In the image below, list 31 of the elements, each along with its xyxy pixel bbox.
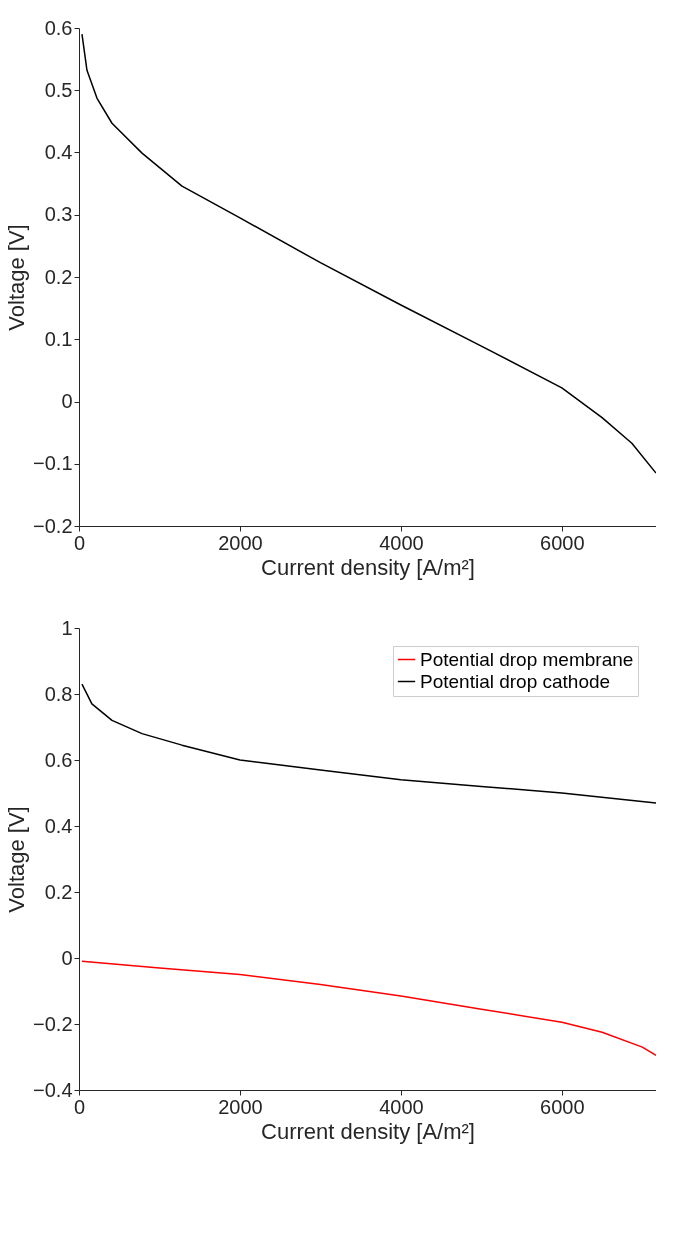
y-tick-label: 0.5 (44, 78, 73, 101)
y-axis-title: Voltage [V] (4, 224, 30, 331)
line-series (81, 33, 656, 474)
x-axis-title: Current density [A/m²] (261, 554, 475, 580)
y-tick-label: 0.3 (44, 203, 73, 226)
x-tick-label: 6000 (540, 1095, 585, 1118)
legend-label: Potential drop cathode (420, 670, 611, 692)
x-tick-label: 4000 (379, 1095, 424, 1118)
y-tick-label: 0.6 (44, 16, 73, 39)
y-tick-label: −0.2 (33, 1012, 73, 1035)
y-tick-label: 0.8 (44, 682, 73, 705)
y-tick-label: 0 (61, 946, 73, 969)
y-tick-label: 0.2 (44, 265, 73, 288)
y-tick-label: 0.4 (44, 814, 73, 837)
y-tick-label: −0.2 (33, 514, 73, 537)
y-tick-label: 1 (61, 616, 73, 639)
y-tick-label: −0.1 (33, 452, 73, 475)
y-tick-label: 0 (61, 390, 73, 412)
y-tick-label: 0.2 (44, 880, 73, 903)
legend-label: Potential drop membrane (420, 648, 634, 670)
x-tick-label: 4000 (379, 531, 424, 554)
x-tick-label: 2000 (218, 1095, 263, 1118)
y-axis-title: Voltage [V] (4, 806, 30, 913)
y-tick-label: −0.4 (33, 1078, 73, 1101)
x-tick-label: 2000 (218, 531, 263, 554)
x-axis-title: Current density [A/m²] (261, 1118, 475, 1144)
y-tick-label: 0.4 (44, 141, 73, 163)
y-tick-label: 0.6 (44, 748, 73, 771)
y-tick-label: 0.1 (44, 327, 73, 350)
x-tick-label: 6000 (540, 531, 585, 554)
line-series (81, 960, 656, 1057)
